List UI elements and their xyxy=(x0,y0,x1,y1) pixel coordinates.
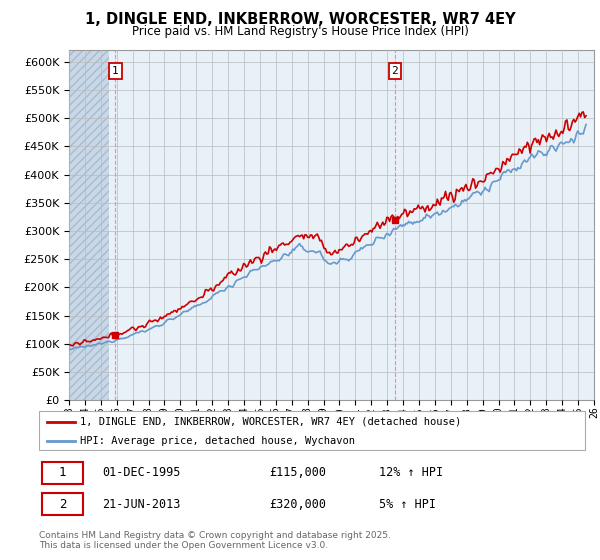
Bar xyxy=(69,50,109,400)
Text: 12% ↑ HPI: 12% ↑ HPI xyxy=(379,466,443,479)
FancyBboxPatch shape xyxy=(42,461,83,484)
Text: 1: 1 xyxy=(59,466,67,479)
Text: Contains HM Land Registry data © Crown copyright and database right 2025.
This d: Contains HM Land Registry data © Crown c… xyxy=(39,531,391,550)
Text: £115,000: £115,000 xyxy=(269,466,326,479)
Text: Price paid vs. HM Land Registry's House Price Index (HPI): Price paid vs. HM Land Registry's House … xyxy=(131,25,469,38)
Text: 1, DINGLE END, INKBERROW, WORCESTER, WR7 4EY: 1, DINGLE END, INKBERROW, WORCESTER, WR7… xyxy=(85,12,515,27)
Text: 1: 1 xyxy=(112,66,119,76)
Text: 2: 2 xyxy=(391,66,398,76)
Text: 01-DEC-1995: 01-DEC-1995 xyxy=(102,466,181,479)
Text: 5% ↑ HPI: 5% ↑ HPI xyxy=(379,498,436,511)
Text: £320,000: £320,000 xyxy=(269,498,326,511)
FancyBboxPatch shape xyxy=(39,411,585,450)
Text: HPI: Average price, detached house, Wychavon: HPI: Average price, detached house, Wych… xyxy=(80,436,355,446)
Text: 2: 2 xyxy=(59,498,67,511)
Text: 21-JUN-2013: 21-JUN-2013 xyxy=(102,498,181,511)
Text: 1, DINGLE END, INKBERROW, WORCESTER, WR7 4EY (detached house): 1, DINGLE END, INKBERROW, WORCESTER, WR7… xyxy=(80,417,461,427)
FancyBboxPatch shape xyxy=(42,493,83,516)
